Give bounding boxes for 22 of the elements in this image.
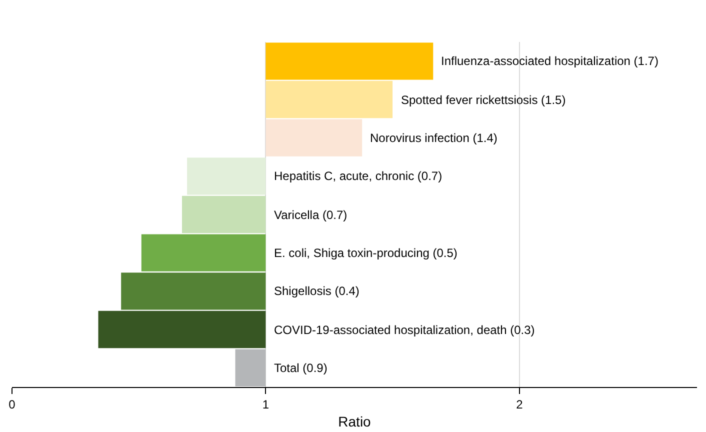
bar [266, 80, 393, 118]
y-tick-label: Total (0.9) [274, 361, 328, 375]
x-axis-title: Ratio [338, 414, 372, 430]
bar [266, 42, 434, 80]
bar [98, 310, 266, 348]
bar [121, 272, 266, 310]
bar [182, 196, 266, 234]
bar [187, 158, 266, 195]
y-tick-label: Hepatitis C, acute, chronic (0.7) [274, 169, 442, 183]
y-tick-label: Norovirus infection (1.4) [370, 131, 498, 145]
bar [235, 349, 266, 386]
x-tick-label: 2 [516, 397, 524, 412]
x-tick-label: 1 [262, 397, 270, 412]
y-tick-label: Influenza-associated hospitalization (1.7) [441, 54, 658, 68]
bar [141, 234, 266, 272]
x-tick-label: 0 [8, 397, 16, 412]
y-tick-label: E. coli, Shiga toxin-producing (0.5) [274, 246, 458, 260]
y-tick-label: COVID-19-associated hospitalization, death (0.3) [274, 323, 535, 337]
bar [266, 119, 362, 156]
y-tick-label: Shigellosis (0.4) [274, 284, 360, 298]
y-tick-label: Varicella (0.7) [274, 208, 348, 222]
y-tick-label: Spotted fever rickettsiosis (1.5) [401, 93, 566, 107]
